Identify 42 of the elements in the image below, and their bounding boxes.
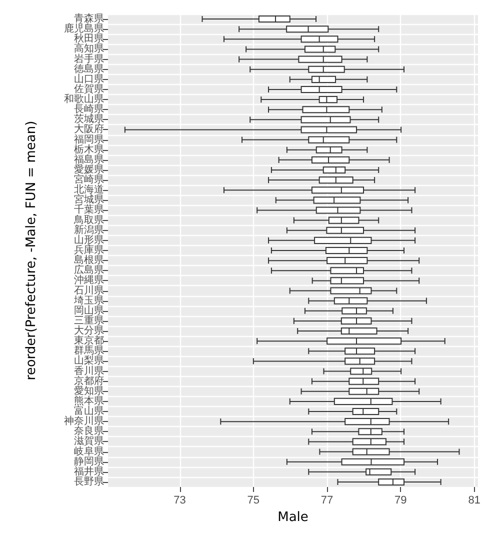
y-tick-label: 埼玉県 xyxy=(73,294,104,306)
y-tick-label: 福井県 xyxy=(74,465,104,478)
y-tick-label: 岩手県 xyxy=(74,52,104,65)
y-tick-label: 山口県 xyxy=(74,72,104,85)
y-tick-label: 福岡県 xyxy=(74,133,104,146)
y-tick-label: 栃木県 xyxy=(74,143,104,156)
y-tick-label: 奈良県 xyxy=(74,425,104,438)
y-tick-label: 徳島県 xyxy=(74,62,104,75)
y-tick-label: 佐賀県 xyxy=(74,82,104,95)
y-tick-label: 高知県 xyxy=(74,42,104,55)
x-tick-label: 81 xyxy=(468,494,480,506)
y-tick-label: 静岡県 xyxy=(74,455,104,468)
y-tick-label: 熊本県 xyxy=(74,394,104,407)
y-tick-label: 愛知県 xyxy=(74,384,104,397)
y-tick-label: 香川県 xyxy=(74,364,104,377)
x-tick-label: 77 xyxy=(320,494,334,506)
y-tick-label: 新潟県 xyxy=(74,224,104,236)
x-tick-label: 75 xyxy=(247,494,260,506)
y-tick-label: 鳥取県 xyxy=(73,214,104,226)
y-tick-label: 山梨県 xyxy=(74,354,104,367)
y-tick-label: 沖縄県 xyxy=(74,274,104,286)
y-tick-label: 大阪府 xyxy=(74,123,104,136)
y-tick-label: 滋賀県 xyxy=(74,435,104,448)
y-tick-label: 兵庫県 xyxy=(74,244,104,256)
y-tick-label: 鹿児島県 xyxy=(64,22,104,35)
y-tick-label: 東京都 xyxy=(74,334,104,347)
y-tick-label: 愛媛県 xyxy=(74,163,104,176)
x-tick-label: 79 xyxy=(394,494,407,506)
y-axis-title: reorder(Prefecture, -Male, FUN = mean) xyxy=(24,120,39,380)
y-tick-label: 千葉県 xyxy=(74,204,104,216)
y-tick-label: 長野県 xyxy=(74,476,104,488)
x-tick-label: 73 xyxy=(174,494,186,506)
y-tick-label: 京都府 xyxy=(74,374,104,387)
x-axis-title: Male xyxy=(278,510,308,525)
y-tick-label: 秋田県 xyxy=(74,32,104,45)
y-tick-label: 三重県 xyxy=(74,314,104,326)
y-tick-label: 石川県 xyxy=(74,284,104,296)
y-tick-label: 山形県 xyxy=(74,234,104,246)
y-tick-label: 岡山県 xyxy=(74,304,104,316)
y-tick-label: 岐阜県 xyxy=(74,445,104,458)
y-tick-label: 福島県 xyxy=(74,153,104,166)
y-tick-label: 青森県 xyxy=(74,12,104,25)
